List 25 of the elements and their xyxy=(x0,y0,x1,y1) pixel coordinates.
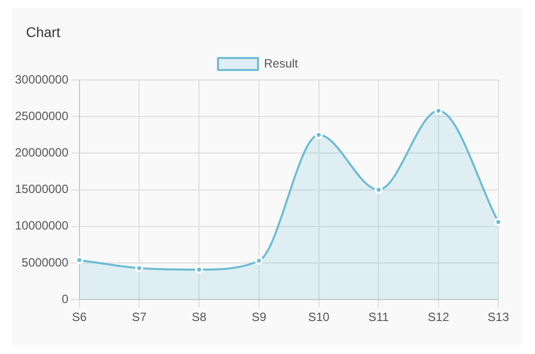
y-tick-label: 30000000 xyxy=(15,72,69,86)
point xyxy=(374,186,383,194)
legend-label: Result xyxy=(264,56,299,70)
y-tick-label: 20000000 xyxy=(15,146,69,160)
y-tick-label: 25000000 xyxy=(15,108,69,123)
y-tick-label: 0 xyxy=(62,292,69,306)
point xyxy=(254,256,263,265)
x-tick-label: S12 xyxy=(428,310,450,324)
y-tick-label: 15000000 xyxy=(15,182,69,196)
point xyxy=(494,218,502,226)
x-tick-label: S9 xyxy=(252,310,267,324)
x-tick-label: S6 xyxy=(72,310,88,324)
point xyxy=(434,106,442,115)
x-tick-label: S11 xyxy=(368,310,390,324)
y-tick-label: 10000000 xyxy=(15,218,69,233)
x-tick-label: S7 xyxy=(132,310,147,324)
chart-title: Chart xyxy=(25,23,62,42)
x-tick-label: S10 xyxy=(308,310,330,324)
x-tick-label: S8 xyxy=(192,310,207,324)
point xyxy=(314,130,323,139)
point xyxy=(75,256,84,264)
x-tick-label: S13 xyxy=(488,310,510,324)
y-tick-label: 5000000 xyxy=(22,255,69,270)
point xyxy=(135,264,144,272)
point xyxy=(195,266,204,274)
